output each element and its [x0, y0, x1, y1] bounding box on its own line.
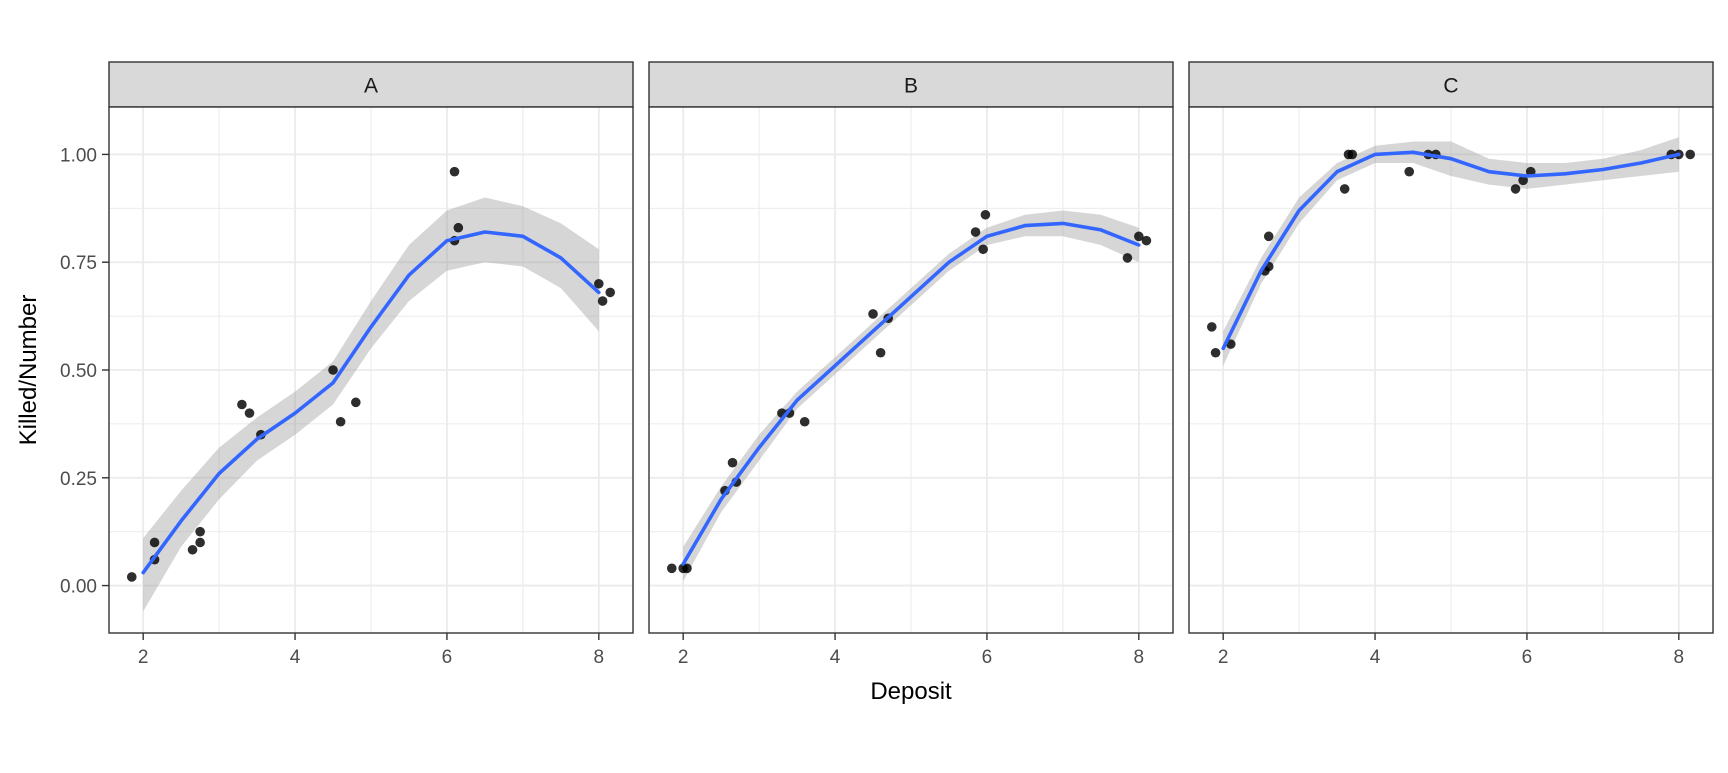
data-point: [1134, 231, 1144, 242]
x-tick-label: 6: [442, 647, 453, 668]
data-point: [1518, 175, 1528, 186]
data-point: [195, 526, 205, 537]
smooth-line: [141, 230, 601, 575]
data-point: [868, 309, 878, 319]
data-point: [187, 544, 198, 555]
y-axis-title: Killed/Number: [15, 295, 42, 446]
facet-panel-b: B 2 4 6 8: [648, 61, 1174, 668]
x-tick-label: 2: [678, 647, 689, 668]
x-tick-label: 8: [1134, 647, 1145, 668]
data-point: [149, 537, 160, 548]
data-point: [1210, 347, 1221, 358]
facet-strip-label: B: [904, 75, 918, 98]
data-point: [237, 399, 247, 410]
x-tick-label: 2: [138, 647, 149, 668]
smooth-line: [681, 221, 1141, 566]
x-tick-label: 8: [594, 647, 605, 668]
data-point: [1510, 184, 1521, 194]
data-point: [1206, 322, 1217, 332]
data-point: [126, 572, 137, 582]
data-point: [453, 222, 464, 233]
facet-strip: [1188, 61, 1714, 108]
data-point: [666, 563, 677, 574]
data-point: [351, 397, 361, 408]
data-point: [594, 278, 604, 289]
data-point: [449, 166, 460, 177]
facet-strip-label: C: [1443, 75, 1458, 98]
facet-panel-a: A 2 4 6 8 0.00 0.25 0.50 0.75 1.00: [60, 61, 634, 668]
x-tick-label: 4: [1370, 647, 1381, 668]
data-point: [335, 416, 346, 427]
data-point: [1122, 253, 1133, 263]
x-tick-label: 6: [982, 647, 993, 668]
x-tick-label: 4: [290, 647, 301, 668]
data-point: [799, 416, 810, 427]
data-point: [978, 244, 988, 255]
facet-panel-c: C 2 4 6 8: [1188, 61, 1714, 668]
facet-strip: [108, 61, 634, 108]
x-tick-label: 6: [1522, 647, 1533, 668]
facet-strip-label: A: [364, 75, 378, 98]
data-point: [597, 296, 608, 306]
data-point: [1404, 166, 1415, 177]
x-tick-label: 4: [830, 647, 841, 668]
data-point: [195, 537, 205, 548]
panel-border: [648, 106, 1174, 634]
data-point: [1263, 231, 1274, 242]
data-point: [1685, 149, 1696, 160]
data-point: [1141, 235, 1152, 246]
data-point: [980, 209, 991, 220]
y-tick-label: 1.00: [60, 145, 97, 166]
data-point: [605, 287, 616, 298]
data-point: [727, 457, 738, 468]
data-point: [970, 227, 981, 237]
data-point: [875, 347, 886, 358]
y-tick-label: 0.25: [60, 469, 97, 490]
y-tick-label: 0.75: [60, 253, 97, 274]
panel-border: [1188, 106, 1714, 634]
data-point: [244, 408, 255, 418]
data-point: [1347, 149, 1358, 160]
y-tick-label: 0.50: [60, 361, 97, 382]
x-tick-label: 2: [1218, 647, 1229, 668]
data-point: [682, 563, 692, 574]
confidence-band: [143, 197, 599, 612]
y-tick-label: 0.00: [60, 577, 97, 598]
data-point: [1339, 184, 1350, 194]
x-tick-label: 8: [1674, 647, 1685, 668]
confidence-band: [1223, 137, 1679, 366]
x-axis-title: Deposit: [870, 678, 952, 705]
data-point: [328, 365, 338, 375]
smooth-line: [1221, 150, 1681, 351]
